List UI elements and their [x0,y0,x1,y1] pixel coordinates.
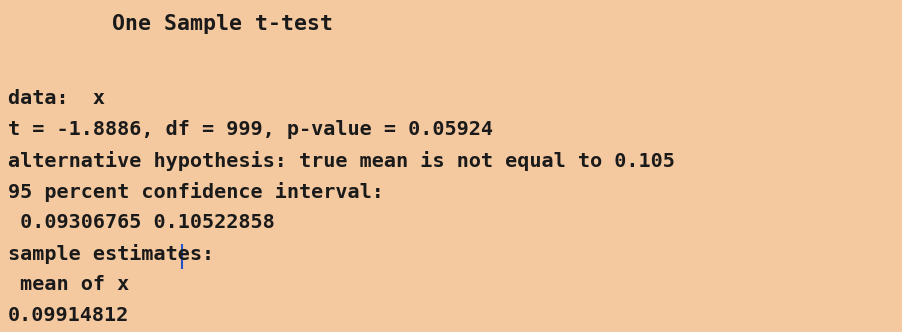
Text: data:  x: data: x [8,89,105,108]
Text: One Sample t-test: One Sample t-test [60,14,333,34]
Text: mean of x: mean of x [8,275,129,294]
Text: 0.09914812: 0.09914812 [8,306,129,325]
Text: sample estimates:: sample estimates: [8,244,214,264]
Text: 95 percent confidence interval:: 95 percent confidence interval: [8,182,384,202]
Text: t = -1.8886, df = 999, p-value = 0.05924: t = -1.8886, df = 999, p-value = 0.05924 [8,120,493,139]
Text: alternative hypothesis: true mean is not equal to 0.105: alternative hypothesis: true mean is not… [8,151,675,171]
Text: 0.09306765 0.10522858: 0.09306765 0.10522858 [8,213,275,232]
